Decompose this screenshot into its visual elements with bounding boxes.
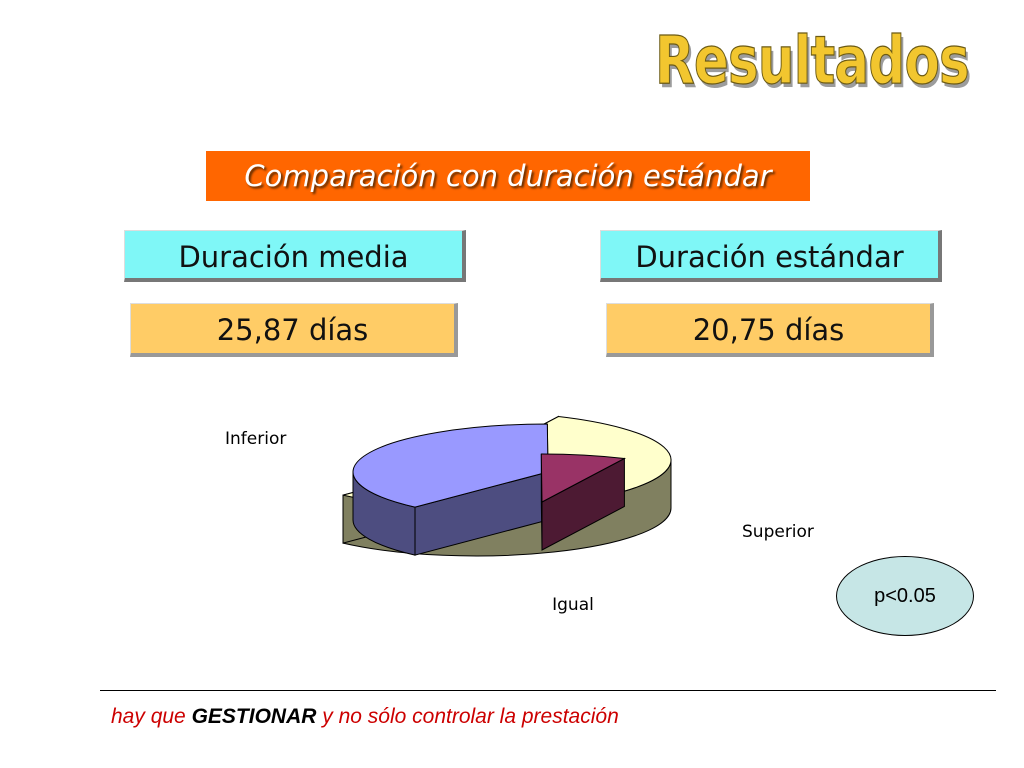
estandar-value-box: 20,75 días — [606, 303, 934, 357]
p-value-ellipse: p<0.05 — [836, 556, 974, 636]
footer-text: hay que GESTIONAR y no sólo controlar la… — [111, 705, 619, 729]
media-value-box: 25,87 días — [130, 303, 458, 357]
pie-slice-superior — [352, 423, 549, 556]
pie-slice-igual — [540, 453, 627, 551]
footer-divider — [100, 690, 996, 691]
footer-emphasis: GESTIONAR — [191, 705, 317, 728]
footer-part-3: y no sólo controlar la prestación — [316, 705, 619, 728]
pie-label-superior: Superior — [742, 522, 814, 542]
media-label-box: Duración media — [124, 230, 466, 282]
pie-label-inferior: Inferior — [225, 429, 286, 449]
pie-label-igual: Igual — [552, 595, 594, 615]
slide-title: Resultados — [655, 21, 971, 99]
estandar-label-box: Duración estándar — [600, 230, 942, 282]
subtitle-banner: Comparación con duración estándar — [206, 151, 810, 201]
footer-part-1: hay que — [111, 705, 192, 728]
